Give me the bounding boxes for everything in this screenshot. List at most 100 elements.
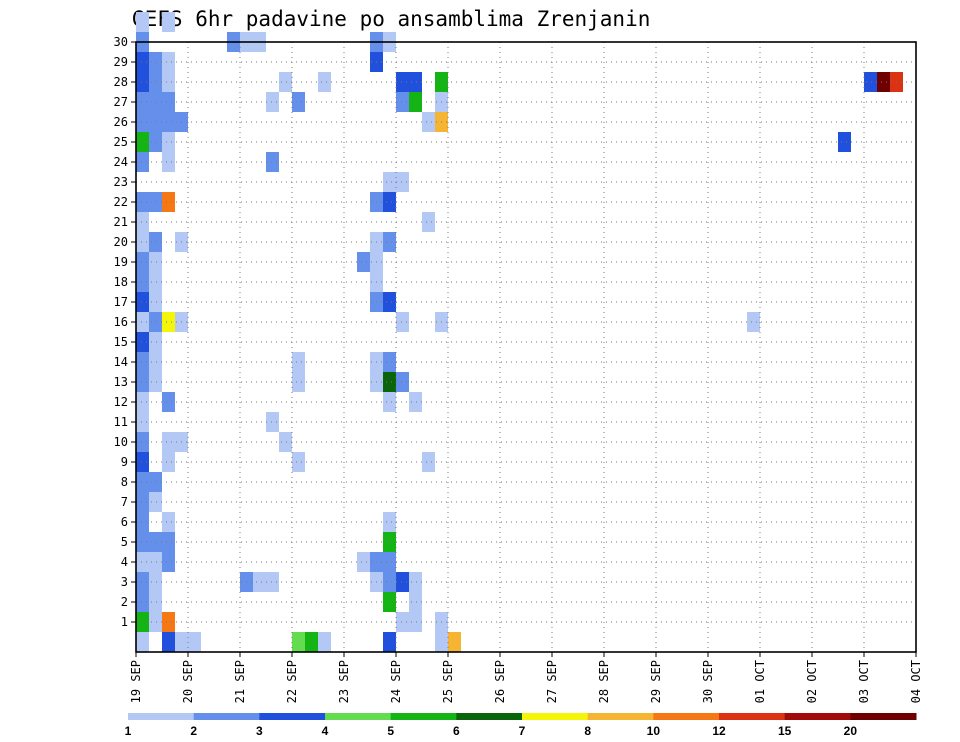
plot-frame (135, 41, 917, 653)
y-tick-label: 4 (121, 555, 128, 569)
y-tick-label: 10 (114, 435, 128, 449)
heatmap-cell (149, 252, 162, 272)
heatmap-cell (409, 612, 422, 632)
heatmap-cell (357, 552, 370, 572)
heatmap-cell (136, 572, 149, 592)
heatmap-cell (162, 632, 175, 652)
heatmap-cell (383, 532, 396, 552)
heatmap-cell (422, 112, 435, 132)
legend-label: 5 (387, 724, 394, 738)
legend-swatch (587, 713, 654, 720)
heatmap-cell (162, 92, 175, 112)
heatmap-cell (409, 72, 422, 92)
heatmap-cell (136, 392, 149, 412)
y-tick-label: 30 (114, 35, 128, 49)
heatmap-cell (162, 192, 175, 212)
x-tick-label: 29 SEP (649, 660, 663, 703)
heatmap-cell (136, 192, 149, 212)
heatmap-cell (136, 452, 149, 472)
legend-label: 15 (778, 724, 792, 738)
heatmap-cell (136, 592, 149, 612)
heatmap-cell (136, 332, 149, 352)
heatmap-cell (266, 152, 279, 172)
x-tick-label: 27 SEP (545, 660, 559, 703)
heatmap-cell (136, 312, 149, 332)
heatmap-cell (838, 132, 851, 152)
legend-label: 8 (584, 724, 591, 738)
x-tick-label: 20 SEP (181, 660, 195, 703)
legend-label: 1 (125, 724, 132, 738)
y-tick-label: 8 (121, 475, 128, 489)
heatmap-cells (136, 12, 903, 652)
heatmap-cell (279, 72, 292, 92)
legend-swatch (325, 713, 392, 720)
heatmap-cell (149, 332, 162, 352)
legend-label: 4 (322, 724, 329, 738)
heatmap-cell (149, 612, 162, 632)
heatmap-cell (136, 52, 149, 72)
heatmap-cell (136, 472, 149, 492)
heatmap-cell (149, 52, 162, 72)
y-tick-label: 21 (114, 215, 128, 229)
heatmap-cell (136, 412, 149, 432)
heatmap-cell (149, 292, 162, 312)
heatmap-cell (318, 632, 331, 652)
heatmap-cell (136, 372, 149, 392)
heatmap-cell (383, 552, 396, 572)
heatmap-cell (318, 72, 331, 92)
x-axis-ticks: 19 SEP 20 SEP 21 SEP 22 SEP 23 SEP 24 SEP 25 S… (129, 652, 923, 703)
heatmap-cell (149, 192, 162, 212)
heatmap-cell (149, 472, 162, 492)
heatmap-cell (747, 312, 760, 332)
y-tick-label: 26 (114, 115, 128, 129)
heatmap-cell (162, 12, 175, 32)
y-tick-label: 23 (114, 175, 128, 189)
heatmap-cell (149, 532, 162, 552)
heatmap-cell (136, 432, 149, 452)
heatmap-cell (383, 512, 396, 532)
y-tick-label: 29 (114, 55, 128, 69)
heatmap-cell (149, 92, 162, 112)
heatmap-cell (383, 572, 396, 592)
heatmap-cell (383, 592, 396, 612)
legend-label: 12 (712, 724, 726, 738)
heatmap-cell (136, 72, 149, 92)
legend-swatch (850, 713, 917, 720)
heatmap-cell (305, 632, 318, 652)
heatmap-cell (383, 372, 396, 392)
heatmap-cell (162, 312, 175, 332)
heatmap-cell (136, 632, 149, 652)
x-tick-label: 26 SEP (493, 660, 507, 703)
y-tick-label: 5 (121, 535, 128, 549)
legend-label: 2 (190, 724, 197, 738)
y-tick-label: 2 (121, 595, 128, 609)
heatmap-cell (292, 372, 305, 392)
y-tick-label: 7 (121, 495, 128, 509)
heatmap-cell (292, 632, 305, 652)
heatmap-cell (162, 392, 175, 412)
heatmap-cell (136, 612, 149, 632)
heatmap-cell (877, 72, 890, 92)
y-tick-label: 16 (114, 315, 128, 329)
heatmap-cell (175, 632, 188, 652)
heatmap-cell (864, 72, 877, 92)
heatmap-cell (136, 492, 149, 512)
heatmap-cell (149, 492, 162, 512)
legend-label: 10 (647, 724, 661, 738)
heatmap-cell (396, 92, 409, 112)
legend-swatch (259, 713, 326, 720)
heatmap-cell (396, 372, 409, 392)
y-tick-label: 27 (114, 95, 128, 109)
heatmap-cell (357, 252, 370, 272)
legend-label: 7 (519, 724, 526, 738)
x-tick-label: 19 SEP (129, 660, 143, 703)
heatmap-cell (136, 512, 149, 532)
y-tick-label: 9 (121, 455, 128, 469)
x-tick-label: 03 OCT (857, 660, 871, 703)
heatmap-cell (162, 72, 175, 92)
y-tick-label: 11 (114, 415, 128, 429)
heatmap-cell (383, 392, 396, 412)
heatmap-cell (136, 212, 149, 232)
heatmap-cell (292, 352, 305, 372)
